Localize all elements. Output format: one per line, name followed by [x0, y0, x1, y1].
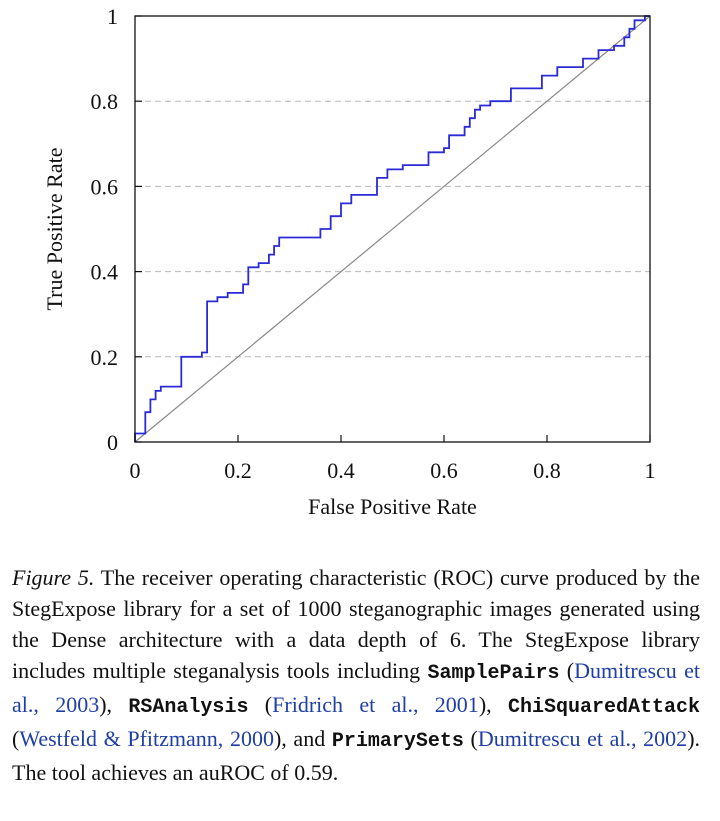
x-tick-label: 0.8	[533, 458, 561, 483]
caption-text: (	[559, 658, 575, 683]
y-tick-labels: 0 0.2 0.4 0.6 0.8 1	[91, 4, 119, 455]
plot-frame	[134, 15, 651, 443]
y-axis-label: True Positive Rate	[42, 148, 67, 311]
x-tick-label: 0.6	[430, 458, 458, 483]
x-axis-label: False Positive Rate	[308, 494, 477, 519]
caption-text: ), and	[273, 726, 332, 751]
y-tick-label: 1	[107, 4, 118, 29]
x-tick-label: 0.2	[224, 458, 252, 483]
y-tick-label: 0.4	[91, 260, 119, 285]
caption-text: (	[463, 726, 478, 751]
caption-text: ),	[478, 692, 508, 717]
random-classifier-diagonal	[134, 15, 651, 443]
caption-text: (	[12, 726, 20, 751]
grid-lines	[135, 100, 650, 358]
x-tick-label: 1	[645, 458, 656, 483]
citation-link[interactable]: Westfeld & Pfitzmann, 2000	[19, 726, 274, 751]
caption-text: ). The tool achieves an auROC of 0.59.	[12, 726, 701, 785]
roc-curve-line	[134, 15, 650, 442]
caption-text: (	[248, 692, 273, 717]
citation-link[interactable]: Dumitrescu et al., 2002	[477, 726, 688, 751]
citation-link[interactable]: Fridrich et al., 2001	[272, 692, 479, 717]
y-tick-label: 0.6	[91, 174, 119, 199]
tool-rsanalysis: RSAnalysis	[128, 696, 249, 719]
tool-samplepairs: SamplePairs	[427, 662, 560, 685]
citation-link[interactable]: Dumitrescu et al., 2003	[12, 658, 700, 717]
tick-marks	[134, 15, 651, 443]
y-tick-label: 0	[107, 430, 118, 455]
figure-label: Figure 5.	[12, 565, 95, 590]
x-tick-labels: 0 0.2 0.4 0.6 0.8 1	[130, 458, 656, 483]
tool-chisquaredattack: ChiSquaredAttack	[508, 696, 701, 719]
roc-chart: 0 0.2 0.4 0.6 0.8 1 0 0.2 0.4 0.6 0.8 1 False Posi…	[42, 4, 656, 519]
y-tick-label: 0.8	[91, 89, 119, 114]
caption-text: ),	[99, 692, 129, 717]
y-tick-label: 0.2	[91, 345, 119, 370]
figure-caption: Figure 5. The receiver operating charact…	[12, 562, 700, 788]
x-tick-label: 0.4	[327, 458, 355, 483]
tool-primarysets: PrimarySets	[331, 730, 464, 753]
caption-text: The receiver operating characteristic (R…	[12, 565, 701, 683]
x-tick-label: 0	[130, 458, 141, 483]
